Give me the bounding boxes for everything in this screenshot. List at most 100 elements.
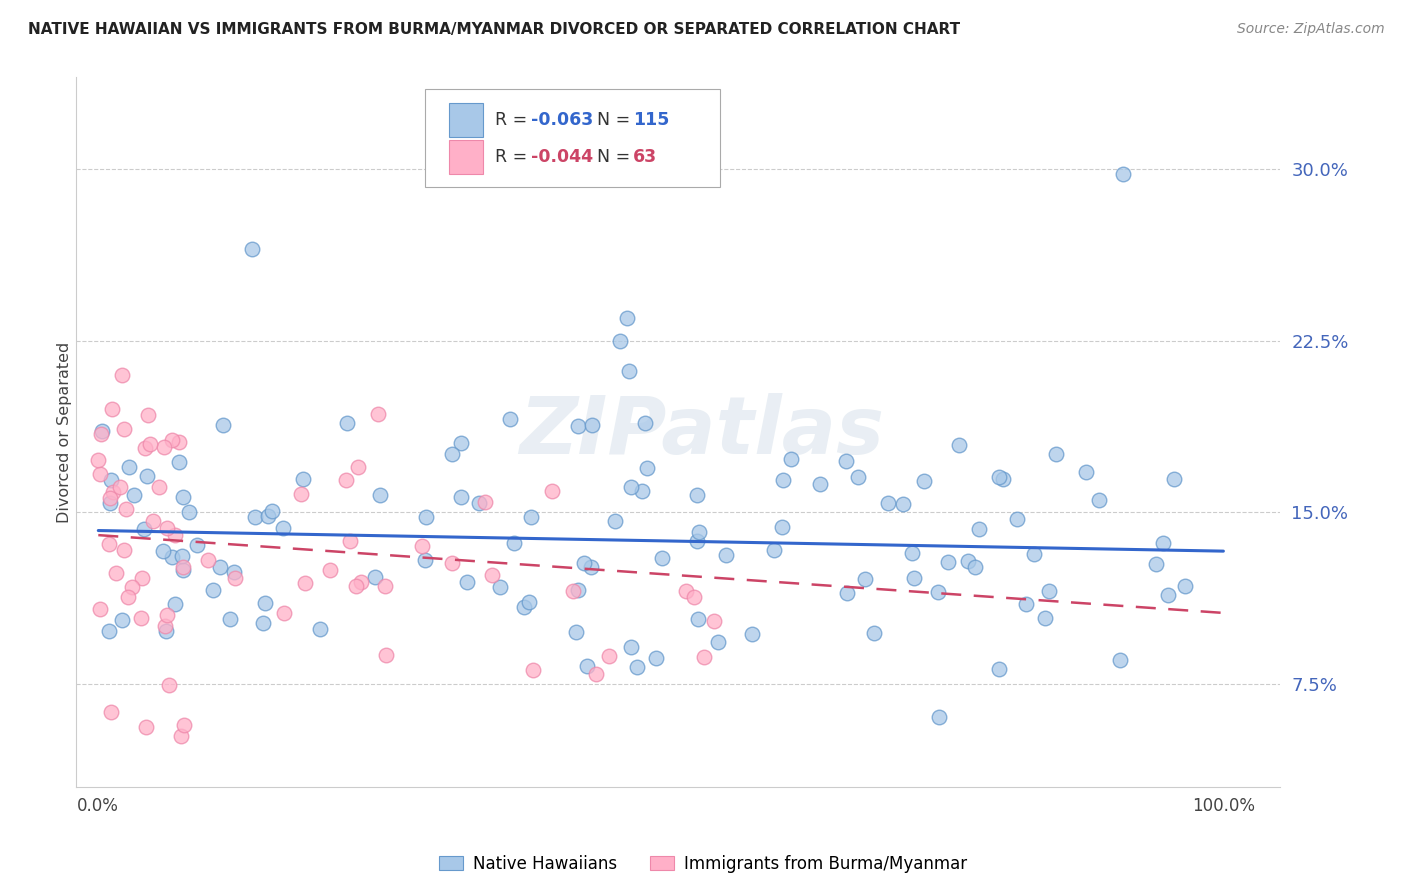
Point	[575, 659, 598, 673]
Point	[967, 522, 990, 536]
Point	[626, 660, 648, 674]
Point	[1045, 447, 1067, 461]
Point	[636, 461, 658, 475]
Point	[877, 496, 900, 510]
Text: Source: ZipAtlas.com: Source: ZipAtlas.com	[1237, 22, 1385, 37]
Point	[179, 505, 201, 519]
Point	[100, 705, 122, 719]
Point	[562, 584, 585, 599]
Point	[169, 455, 191, 469]
Point	[1109, 653, 1132, 667]
Point	[374, 578, 396, 592]
Point	[170, 730, 193, 744]
Text: ZIPatlas: ZIPatlas	[519, 393, 884, 471]
Point	[118, 459, 141, 474]
Point	[620, 479, 643, 493]
Point	[616, 310, 638, 325]
Point	[579, 560, 602, 574]
Point	[853, 572, 876, 586]
Point	[993, 472, 1015, 486]
Point	[686, 534, 709, 549]
Point	[142, 515, 165, 529]
Point	[224, 571, 246, 585]
Point	[318, 563, 340, 577]
Point	[617, 364, 640, 378]
Point	[585, 666, 607, 681]
Point	[692, 650, 714, 665]
Point	[124, 488, 146, 502]
Point	[155, 624, 177, 639]
Point	[862, 626, 884, 640]
Point	[219, 612, 242, 626]
Y-axis label: Divorced or Separated: Divorced or Separated	[58, 342, 72, 523]
Point	[346, 460, 368, 475]
Point	[339, 534, 361, 549]
Point	[441, 556, 464, 570]
Point	[688, 524, 710, 539]
Point	[129, 611, 152, 625]
Point	[645, 651, 668, 665]
Point	[90, 427, 112, 442]
Point	[350, 575, 373, 590]
Point	[368, 488, 391, 502]
Point	[186, 538, 208, 552]
Point	[808, 476, 831, 491]
Point	[91, 424, 114, 438]
Point	[620, 640, 643, 655]
Point	[160, 433, 183, 447]
Point	[683, 591, 706, 605]
Point	[308, 623, 330, 637]
Point	[292, 472, 315, 486]
Point	[598, 649, 620, 664]
Point	[222, 565, 245, 579]
Point	[163, 528, 186, 542]
Point	[152, 544, 174, 558]
Point	[1152, 535, 1174, 549]
Point	[1038, 583, 1060, 598]
Point	[157, 678, 180, 692]
Point	[336, 416, 359, 430]
Point	[139, 436, 162, 450]
Point	[581, 417, 603, 432]
Point	[108, 480, 131, 494]
Point	[1144, 557, 1167, 571]
Point	[367, 407, 389, 421]
FancyBboxPatch shape	[449, 140, 482, 174]
Point	[156, 608, 179, 623]
Point	[364, 570, 387, 584]
Point	[474, 495, 496, 509]
Point	[903, 570, 925, 584]
Point	[686, 488, 709, 502]
Point	[100, 491, 122, 505]
Point	[98, 624, 121, 638]
Point	[245, 510, 267, 524]
Point	[927, 585, 949, 599]
Point	[1015, 597, 1038, 611]
Point	[240, 242, 263, 256]
Point	[965, 560, 987, 574]
Point	[1163, 472, 1185, 486]
Point	[211, 418, 233, 433]
Text: -0.063: -0.063	[531, 111, 593, 129]
Text: -0.044: -0.044	[531, 148, 593, 166]
Point	[134, 441, 156, 455]
Point	[948, 437, 970, 451]
Point	[686, 612, 709, 626]
Point	[741, 627, 763, 641]
Point	[634, 416, 657, 430]
Point	[1157, 588, 1180, 602]
Point	[201, 582, 224, 597]
Point	[1112, 167, 1135, 181]
Point	[135, 469, 157, 483]
Point	[609, 334, 631, 349]
Point	[763, 542, 786, 557]
Point	[256, 509, 278, 524]
Point	[565, 624, 588, 639]
Point	[780, 451, 803, 466]
Point	[450, 490, 472, 504]
Point	[290, 486, 312, 500]
Point	[100, 473, 122, 487]
Point	[441, 447, 464, 461]
Point	[481, 567, 503, 582]
Point	[111, 613, 134, 627]
